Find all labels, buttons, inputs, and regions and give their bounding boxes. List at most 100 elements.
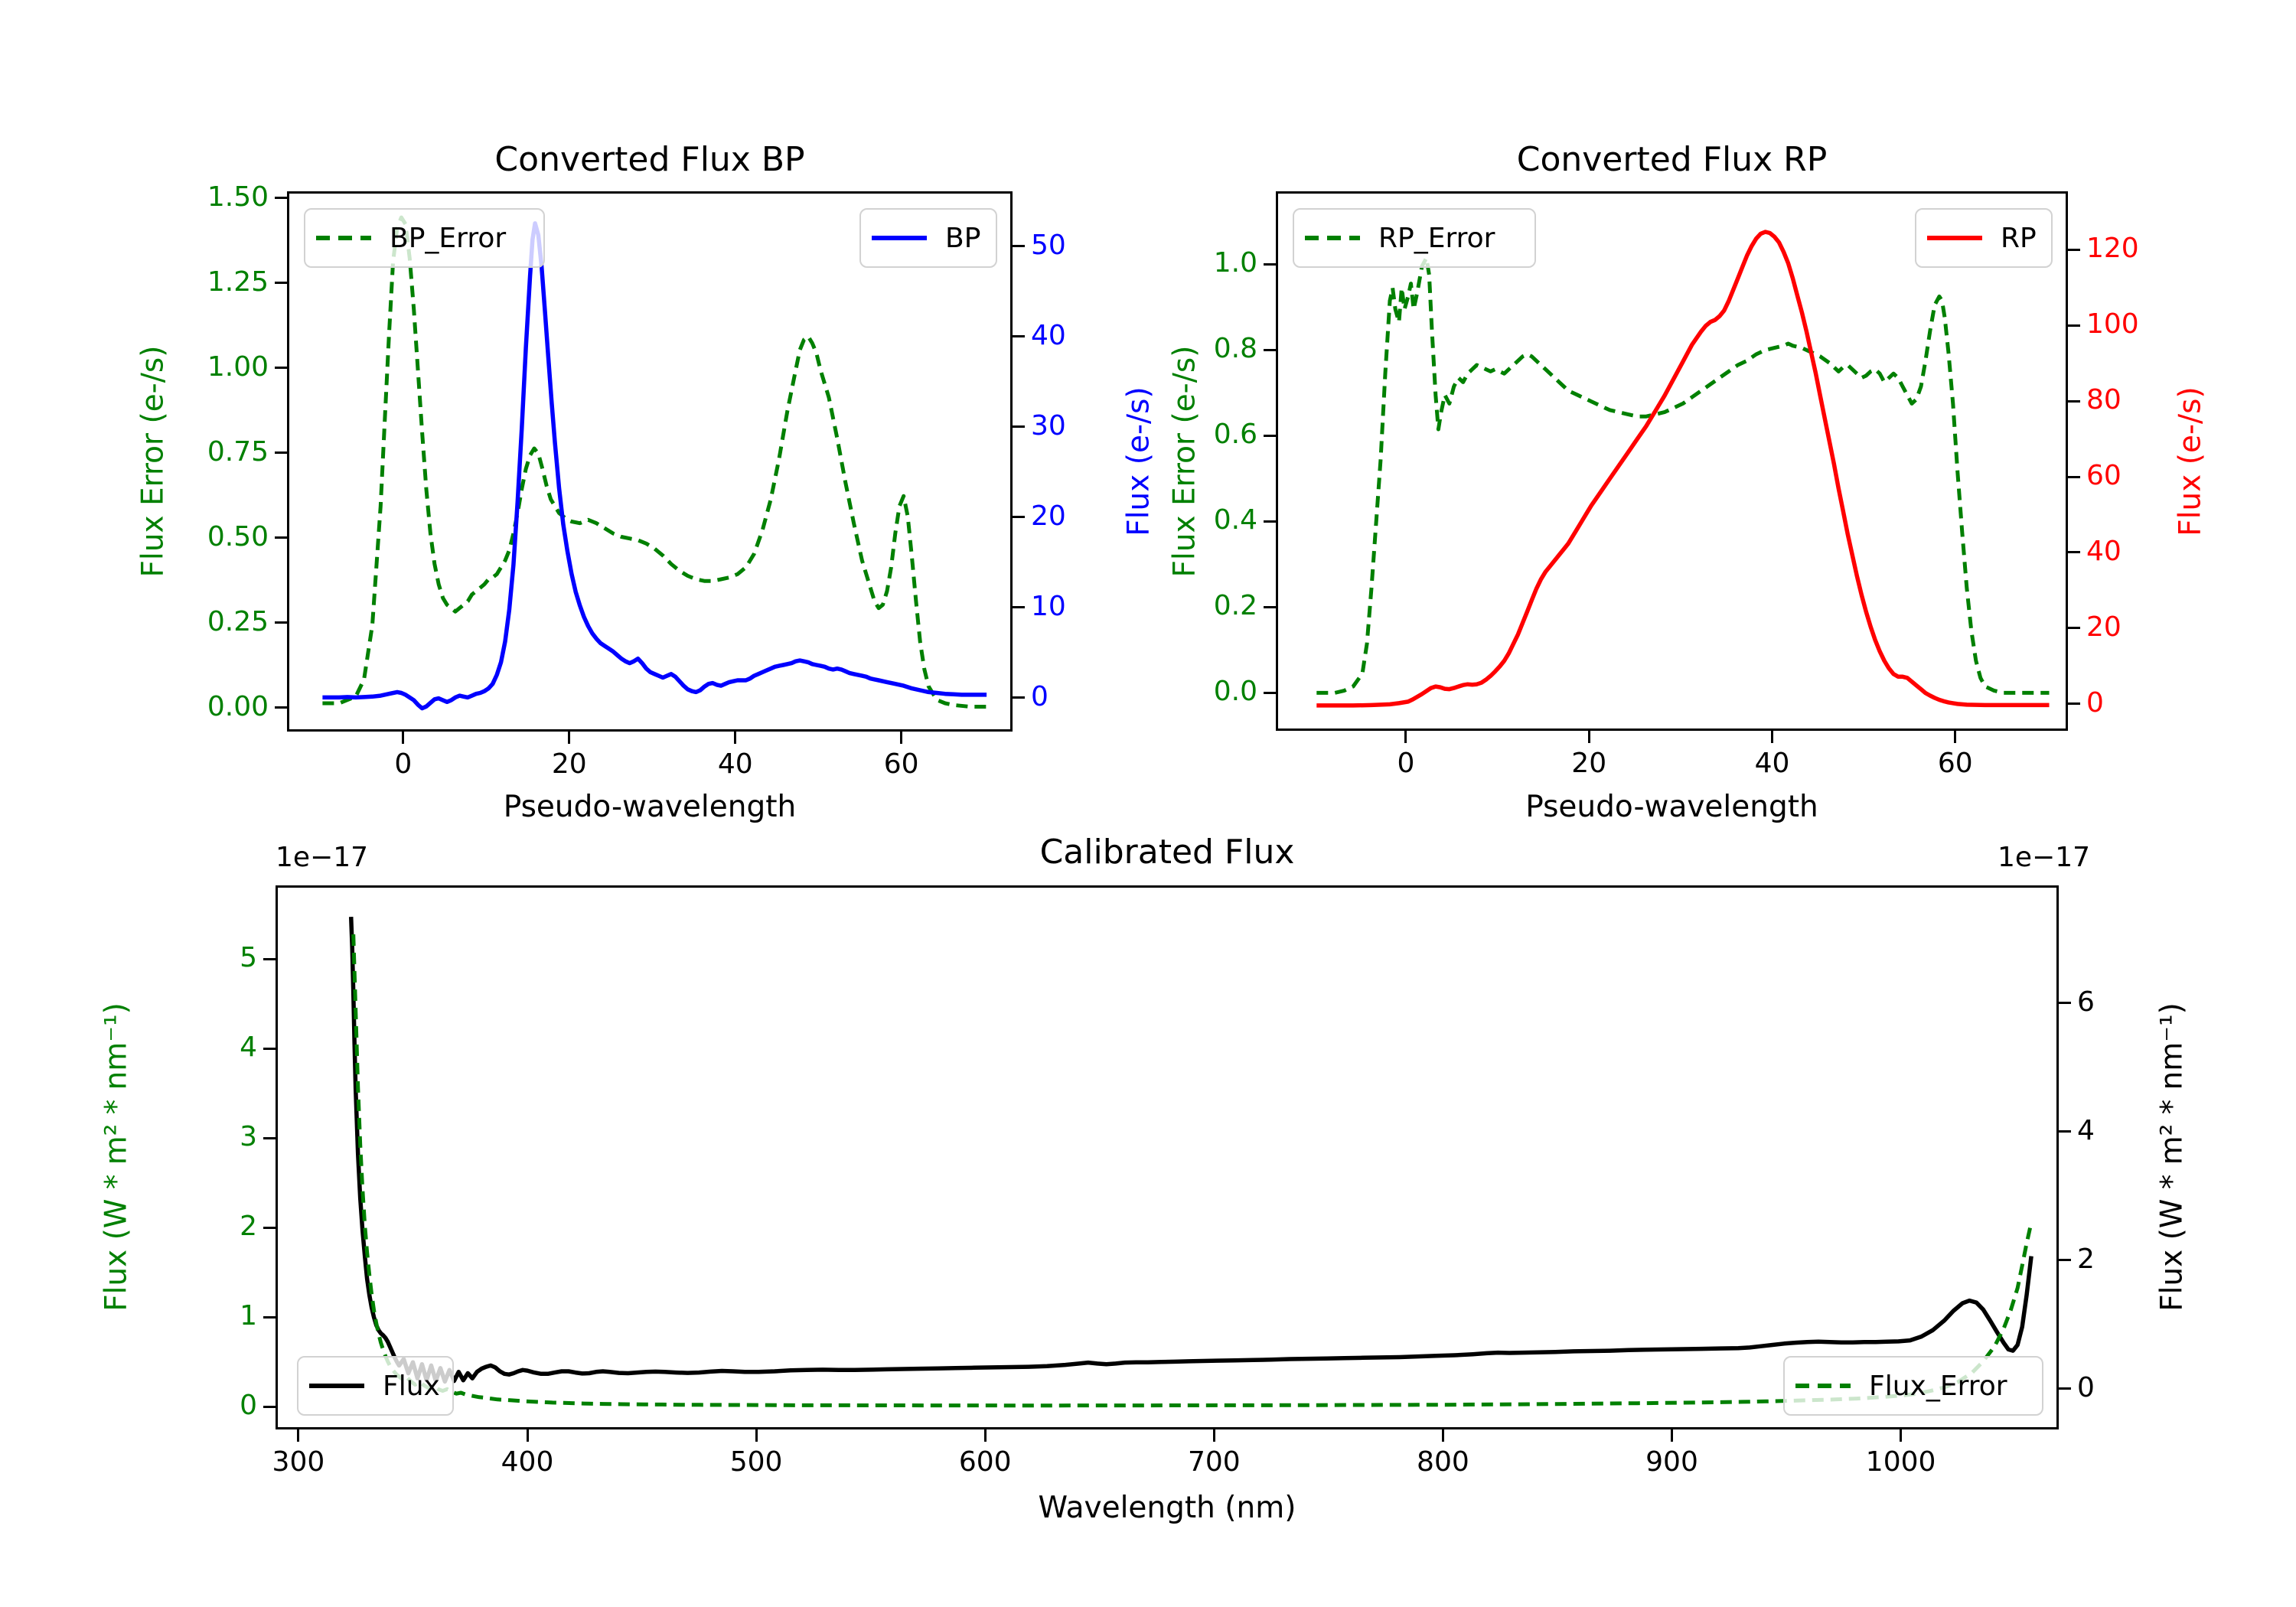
bp-yleft-tickmark [275, 451, 287, 455]
rp-yright-tickmark [2068, 702, 2080, 706]
bp-yright-tickmark [1013, 516, 1025, 519]
rp-yleft-tickmark [1264, 262, 1276, 266]
cal-yleft-tickmark [263, 1136, 276, 1139]
bp-yright-tickmark [1013, 606, 1025, 609]
cal-x-tickmark [1441, 1429, 1444, 1442]
cal-ylabel-right: Flux (W * m² * nm⁻¹) [2154, 1002, 2190, 1312]
bp-ylabel-right: Flux (e-/s) [1121, 386, 1156, 536]
cal-yleft-tickmark [263, 1226, 276, 1229]
cal-yleft-tick-label: 0 [240, 1390, 257, 1422]
bp-yleft-tickmark [275, 706, 287, 709]
bp-x-tick-label: 20 [551, 748, 587, 780]
bp-legend: BP [859, 208, 997, 268]
bp-yleft-tick-label: 1.25 [207, 266, 269, 298]
bp-x-tickmark [900, 732, 903, 744]
bp-yright-tick-label: 0 [1031, 680, 1049, 712]
bp-error-legend-line-icon [316, 236, 371, 240]
bp-x-tick-label: 0 [394, 748, 413, 780]
rp-ylabel-left: Flux Error (e-/s) [1167, 345, 1202, 578]
cal-x-tick-label: 600 [958, 1446, 1012, 1478]
rp-error-legend-label: RP_Error [1378, 222, 1495, 254]
cal-x-tickmark [1212, 1429, 1215, 1442]
cal-x-tickmark [983, 1429, 987, 1442]
bp-yright-tickmark [1013, 245, 1025, 248]
flux-error-legend-label: Flux_Error [1869, 1370, 2007, 1402]
rp-yleft-tickmark [1264, 434, 1276, 437]
rp-yright-tickmark [2068, 475, 2080, 478]
cal-x-tick-label: 1000 [1865, 1446, 1936, 1478]
rp-yleft-tick-label: 0.4 [1213, 504, 1257, 536]
bp-yleft-tickmark [275, 197, 287, 200]
bp-yleft-tickmark [275, 536, 287, 539]
rp-legend: RP [1915, 208, 2053, 268]
rp-title: Converted Flux RP [1516, 140, 1828, 179]
rp-yleft-tick-label: 0.0 [1213, 676, 1257, 708]
bp-yleft-tick-label: 0.50 [207, 520, 269, 553]
rp-plot-area [1316, 230, 2050, 708]
bp-yright-tickmark [1013, 696, 1025, 699]
bp-yleft-tickmark [275, 367, 287, 370]
cal-yleft-tick-label: 2 [240, 1211, 257, 1243]
bp-error-curve [322, 215, 987, 709]
rp-axes [1276, 191, 2068, 731]
bp-yright-tickmark [1013, 425, 1025, 429]
cal-x-tickmark [755, 1429, 758, 1442]
flux-error-legend: Flux_Error [1783, 1356, 2043, 1416]
bp-error-legend: BP_Error [304, 208, 545, 268]
rp-yright-tick-label: 100 [2086, 308, 2139, 341]
flux-error-curve [351, 934, 2033, 1408]
cal-x-tick-label: 300 [272, 1446, 325, 1478]
bp-x-tick-label: 60 [883, 748, 919, 780]
cal-yleft-tick-label: 3 [240, 1121, 257, 1153]
cal-x-tick-label: 500 [729, 1446, 783, 1478]
rp-yright-tickmark [2068, 248, 2080, 251]
rp-error-curve [1316, 256, 2050, 695]
cal-yright-tick-label: 0 [2077, 1371, 2095, 1403]
rp-yright-tick-label: 0 [2086, 686, 2104, 719]
cal-yright-tickmark [2059, 1259, 2071, 1262]
rp-yleft-tickmark [1264, 520, 1276, 523]
rp-yleft-tick-label: 1.0 [1213, 247, 1257, 279]
cal-title: Calibrated Flux [1039, 833, 1295, 872]
rp-yleft-tick-label: 0.6 [1213, 419, 1257, 451]
cal-yright-tickmark [2059, 1387, 2071, 1390]
bp-legend-line-icon [872, 236, 927, 240]
bp-plot-area [322, 215, 987, 711]
cal-yleft-tickmark [263, 957, 276, 960]
bp-yright-tick-label: 40 [1031, 319, 1066, 351]
bp-yleft-tickmark [275, 621, 287, 624]
rp-x-tick-label: 40 [1754, 748, 1790, 779]
bp-curve [322, 221, 987, 711]
rp-yright-tick-label: 120 [2086, 233, 2139, 265]
rp-yright-tick-label: 80 [2086, 384, 2122, 416]
rp-x-tickmark [1954, 731, 1957, 743]
cal-plot-area [348, 916, 2033, 1408]
bp-x-tickmark [568, 732, 571, 744]
cal-x-tick-label: 700 [1187, 1446, 1241, 1478]
rp-yright-tickmark [2068, 551, 2080, 554]
cal-yleft-tick-label: 5 [240, 942, 257, 974]
cal-x-tickmark [1671, 1429, 1674, 1442]
cal-x-tickmark [526, 1429, 529, 1442]
rp-yleft-tickmark [1264, 605, 1276, 608]
rp-yleft-tickmark [1264, 348, 1276, 351]
bp-yright-tick-label: 20 [1031, 500, 1066, 532]
rp-legend-line-icon [1927, 236, 1982, 240]
cal-yright-tickmark [2059, 1002, 2071, 1005]
rp-error-legend: RP_Error [1293, 208, 1536, 268]
rp-yright-tickmark [2068, 399, 2080, 403]
rp-yright-tick-label: 40 [2086, 535, 2122, 567]
rp-yright-tickmark [2068, 324, 2080, 327]
rp-yright-tick-label: 60 [2086, 460, 2122, 492]
cal-yright-tick-label: 6 [2077, 986, 2095, 1018]
bp-axes [287, 191, 1013, 732]
cal-yleft-tickmark [263, 1405, 276, 1408]
cal-yleft-tick-label: 1 [240, 1300, 257, 1332]
rp-x-tick-label: 0 [1397, 748, 1415, 779]
bp-x-tickmark [734, 732, 737, 744]
cal-x-tickmark [1900, 1429, 1903, 1442]
bp-yleft-tick-label: 1.00 [207, 350, 269, 383]
cal-offset-text-left: 1e−17 [276, 842, 369, 873]
bp-x-tick-label: 40 [717, 748, 753, 780]
